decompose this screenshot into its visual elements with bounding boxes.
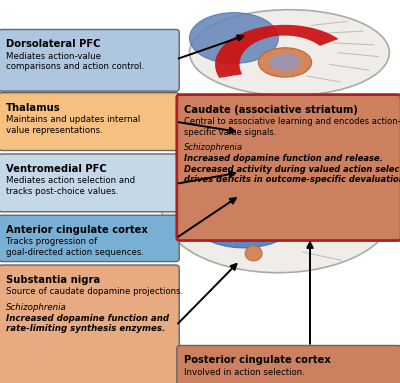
Ellipse shape bbox=[180, 162, 307, 248]
Text: Thalamus: Thalamus bbox=[6, 103, 61, 113]
Ellipse shape bbox=[279, 200, 304, 216]
Text: Posterior cingulate cortex: Posterior cingulate cortex bbox=[184, 355, 331, 365]
Text: Increased dopamine function and: Increased dopamine function and bbox=[6, 314, 169, 322]
Text: Central to associative learning and encodes action-: Central to associative learning and enco… bbox=[184, 117, 400, 126]
Text: Maintains and updates internal: Maintains and updates internal bbox=[6, 115, 140, 124]
Text: goal-directed action sequences.: goal-directed action sequences. bbox=[6, 248, 144, 257]
Polygon shape bbox=[215, 25, 338, 78]
Ellipse shape bbox=[162, 149, 394, 273]
Text: Substantia nigra: Substantia nigra bbox=[6, 275, 100, 285]
Text: Schizophrenia: Schizophrenia bbox=[6, 303, 67, 312]
FancyBboxPatch shape bbox=[0, 93, 179, 151]
Ellipse shape bbox=[190, 10, 389, 96]
Ellipse shape bbox=[258, 48, 312, 77]
Text: Mediates action-value: Mediates action-value bbox=[6, 52, 101, 61]
Text: Ventromedial PFC: Ventromedial PFC bbox=[6, 164, 107, 174]
Ellipse shape bbox=[266, 192, 315, 224]
FancyBboxPatch shape bbox=[0, 154, 179, 212]
Text: comparisons and action control.: comparisons and action control. bbox=[6, 62, 144, 71]
Ellipse shape bbox=[329, 167, 373, 200]
Text: Involved in action selection.: Involved in action selection. bbox=[184, 368, 305, 376]
Text: Anterior cingulate cortex: Anterior cingulate cortex bbox=[6, 225, 148, 235]
Text: rate-limiting synthesis enzymes.: rate-limiting synthesis enzymes. bbox=[6, 324, 165, 333]
Ellipse shape bbox=[270, 54, 300, 71]
FancyBboxPatch shape bbox=[0, 29, 179, 91]
FancyBboxPatch shape bbox=[177, 95, 400, 241]
Text: Schizophrenia: Schizophrenia bbox=[184, 143, 243, 152]
FancyBboxPatch shape bbox=[0, 265, 179, 383]
Text: value representations.: value representations. bbox=[6, 126, 103, 134]
Text: Caudate (associative striatum): Caudate (associative striatum) bbox=[184, 105, 358, 115]
FancyBboxPatch shape bbox=[177, 345, 400, 383]
Ellipse shape bbox=[245, 246, 262, 261]
Text: Mediates action selection and: Mediates action selection and bbox=[6, 176, 135, 185]
Text: Decreased activity during valued action selection: Decreased activity during valued action … bbox=[184, 165, 400, 173]
Ellipse shape bbox=[190, 13, 278, 64]
FancyBboxPatch shape bbox=[0, 215, 179, 262]
Text: Source of caudate dopamine projections.: Source of caudate dopamine projections. bbox=[6, 287, 183, 296]
Text: tracks post-choice values.: tracks post-choice values. bbox=[6, 187, 118, 196]
Text: drives deficits in outcome-specific devaluation.: drives deficits in outcome-specific deva… bbox=[184, 175, 400, 184]
Text: specific value signals.: specific value signals. bbox=[184, 128, 276, 136]
Text: Tracks progression of: Tracks progression of bbox=[6, 237, 97, 246]
Text: Dorsolateral PFC: Dorsolateral PFC bbox=[6, 39, 100, 49]
Ellipse shape bbox=[207, 179, 280, 231]
Text: Increased dopamine function and release.: Increased dopamine function and release. bbox=[184, 154, 383, 163]
Ellipse shape bbox=[214, 179, 283, 229]
